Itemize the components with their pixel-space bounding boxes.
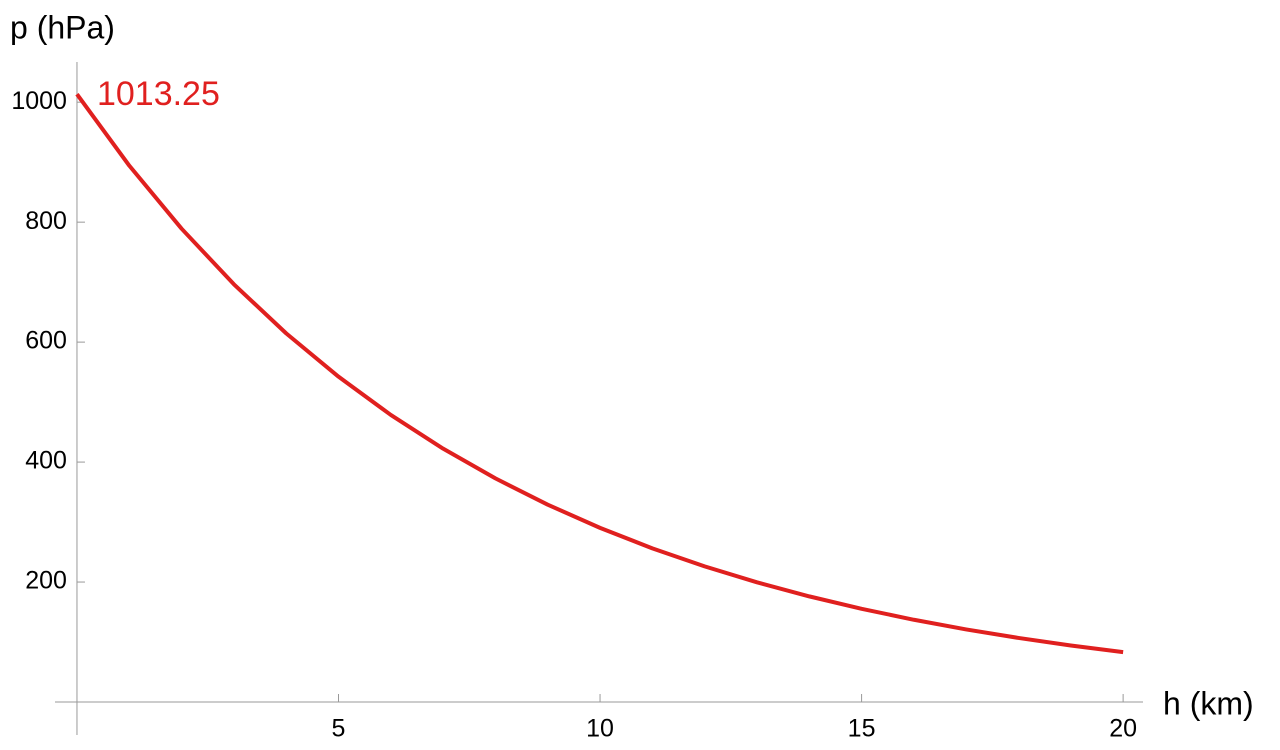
y-tick-label: 600 xyxy=(25,327,67,355)
y-axis-label: p (hPa) xyxy=(10,9,115,45)
y-tick-label: 1000 xyxy=(11,87,67,115)
x-axis-label: h (km) xyxy=(1163,685,1254,721)
y-tick-label: 400 xyxy=(25,447,67,475)
x-tick-label: 20 xyxy=(1109,715,1137,743)
x-tick-label: 15 xyxy=(848,715,876,743)
y-tick-label: 200 xyxy=(25,567,67,595)
data-line xyxy=(75,93,1124,655)
y-tick-label: 800 xyxy=(25,207,67,235)
annotation: 1013.25 xyxy=(97,75,220,113)
x-tick-label: 10 xyxy=(586,715,614,743)
x-tick-label: 5 xyxy=(332,715,346,743)
